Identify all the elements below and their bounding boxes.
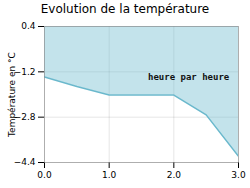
- svg-text:1.0: 1.0: [102, 170, 117, 180]
- svg-text:3.0: 3.0: [231, 170, 246, 180]
- svg-text:0.0: 0.0: [37, 170, 52, 180]
- svg-text:−1.2: −1.2: [14, 67, 36, 77]
- svg-text:heure par heure: heure par heure: [148, 72, 230, 82]
- svg-text:Température en °C: Température en °C: [7, 52, 17, 138]
- svg-text:2.0: 2.0: [167, 170, 182, 180]
- svg-text:−4.4: −4.4: [14, 157, 36, 167]
- svg-text:−2.8: −2.8: [14, 112, 36, 122]
- svg-text:0.4: 0.4: [21, 21, 36, 31]
- html-text:Evolution de la température: Evolution de la température: [40, 2, 210, 16]
